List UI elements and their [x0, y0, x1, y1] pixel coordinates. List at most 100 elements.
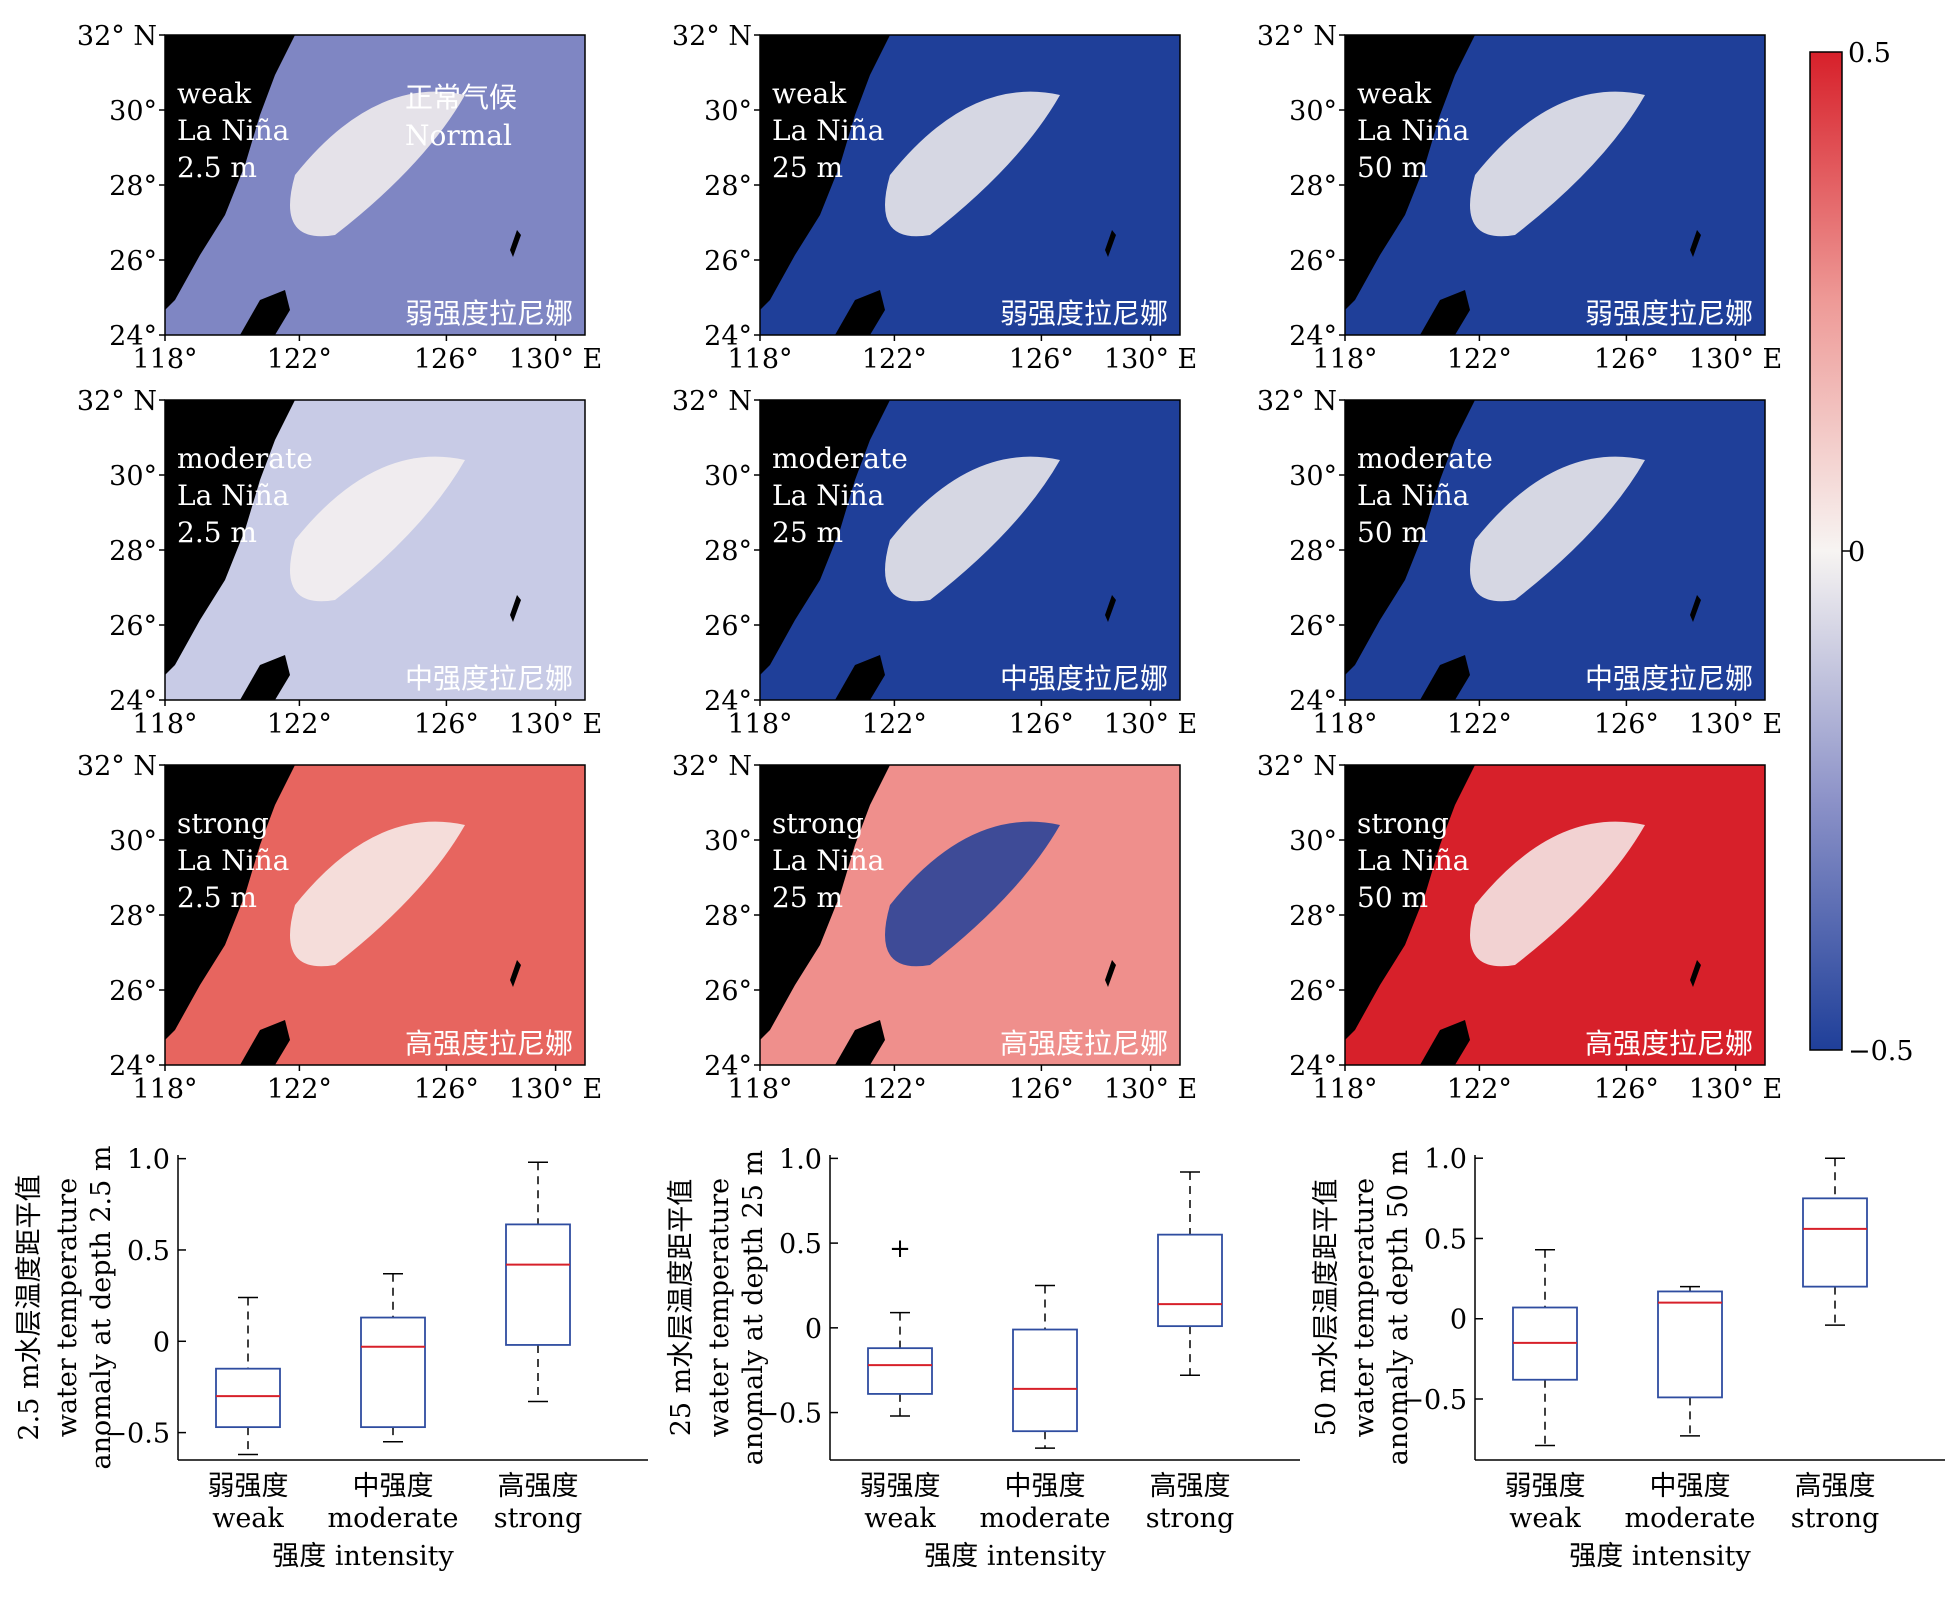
- map-island: [240, 1020, 290, 1065]
- map-y-tick-label: 24°: [704, 321, 752, 352]
- map-lanina-label: La Niña: [772, 114, 884, 147]
- boxplot-y-tick-label: 0: [153, 1327, 170, 1358]
- map-y-tick-label: 28°: [109, 171, 157, 202]
- map-depth-label: 2.5 m: [177, 881, 257, 914]
- map-y-tick-label: 28°: [704, 171, 752, 202]
- map-y-tick-label: 32° N: [1257, 386, 1337, 417]
- colorbar-max-label: 0.5: [1848, 38, 1891, 69]
- map-chinese-label: 中强度拉尼娜: [1585, 662, 1753, 695]
- map-island: [835, 655, 885, 700]
- boxplot-y-axis-label: anomaly at depth 25 m: [738, 1150, 769, 1465]
- map-anomaly-region: [1470, 91, 1645, 237]
- boxplot-category-en: moderate: [328, 1503, 459, 1534]
- map-y-tick-label: 30°: [109, 461, 157, 492]
- map-land: [760, 35, 890, 310]
- map-lanina-label: La Niña: [177, 479, 289, 512]
- boxplot-category-cn: 高强度: [498, 1471, 579, 1502]
- map-x-tick-label: 126°: [414, 344, 479, 375]
- map-x-tick-label: 118°: [727, 344, 792, 375]
- map-islet: [1690, 960, 1701, 987]
- map-island: [1420, 655, 1470, 700]
- boxplot-y-tick-label: 1.0: [779, 1144, 822, 1175]
- map-y-tick-label: 26°: [109, 611, 157, 642]
- boxplot-y-tick-label: 0.5: [127, 1236, 170, 1267]
- map-x-tick-label: 118°: [727, 709, 792, 740]
- boxplot-iqr-box: [360, 1316, 426, 1429]
- map-x-tick-label: 122°: [1447, 709, 1512, 740]
- map-panel: 32° N 30° 28° 26° 24°118° 122° 126° 130° E stron…: [672, 751, 1197, 1105]
- boxplot-y-tick-label: −0.5: [756, 1399, 822, 1430]
- map-intensity-label: weak: [772, 77, 847, 110]
- map-x-tick-label: 130° E: [509, 344, 602, 375]
- map-y-tick-label: 30°: [109, 96, 157, 127]
- map-y-tick-label: 28°: [1289, 171, 1337, 202]
- map-y-tick-label: 32° N: [77, 386, 157, 417]
- map-y-tick-label: 24°: [704, 686, 752, 717]
- map-x-tick-label: 122°: [862, 344, 927, 375]
- map-y-tick-label: 28°: [1289, 536, 1337, 567]
- map-panels: 32° N30°28°26°24°118° 122° 126° 130° EweakL…: [77, 21, 1782, 1105]
- map-lanina-label: La Niña: [1357, 114, 1469, 147]
- map-y-tick-label: 30°: [1289, 461, 1337, 492]
- boxplot-iqr-box: [1012, 1328, 1078, 1433]
- map-panel: 32° N 30° 28° 26° 24°118° 122° 126° 130° E weak L…: [77, 21, 602, 375]
- map-land: [165, 400, 295, 675]
- map-x-tick-label: 130° E: [509, 1074, 602, 1105]
- boxplot-y-tick-label: 0: [1450, 1305, 1467, 1336]
- map-land: [1345, 400, 1475, 675]
- map-anomaly-region: [1470, 821, 1645, 967]
- map-anomaly-region: [290, 821, 465, 967]
- boxplot-category-en: strong: [494, 1503, 583, 1534]
- map-land: [165, 765, 295, 1040]
- map-y-tick-label: 24°: [1289, 321, 1337, 352]
- map-island: [240, 655, 290, 700]
- map-islet: [1690, 230, 1701, 257]
- map-y-tick-label: 32° N: [77, 751, 157, 782]
- map-islet: [1690, 595, 1701, 622]
- boxplot-y-axis-label: 50 m水层温度距平值: [1311, 1179, 1342, 1437]
- map-y-tick-label: 26°: [109, 246, 157, 277]
- boxplot-box: [867, 1311, 933, 1417]
- map-x-tick-label: 122°: [1447, 344, 1512, 375]
- map-chinese-label: 中强度拉尼娜: [1000, 662, 1168, 695]
- boxplot-y-tick-label: 1.0: [1424, 1144, 1467, 1175]
- map-x-tick-label: 118°: [1312, 344, 1377, 375]
- map-x-tick-label: 130° E: [1689, 1074, 1782, 1105]
- map-y-tick-label: 28°: [704, 536, 752, 567]
- boxplot-y-axis-label: water temperature: [1349, 1178, 1380, 1437]
- map-island: [835, 290, 885, 335]
- map-intensity-label: moderate: [1357, 442, 1493, 475]
- map-x-tick-label: 122°: [267, 1074, 332, 1105]
- map-chinese-label: 中强度拉尼娜: [405, 662, 573, 695]
- map-y-tick-label: 28°: [109, 536, 157, 567]
- map-y-tick-label: 28°: [1289, 901, 1337, 932]
- map-x-tick-label: 126°: [1009, 709, 1074, 740]
- map-islet: [510, 960, 521, 987]
- map-intensity-label: strong: [772, 807, 864, 840]
- map-intensity-label: weak: [1357, 77, 1432, 110]
- boxplot-category-cn: 中强度: [353, 1471, 434, 1502]
- boxplot-iqr-box: [505, 1223, 571, 1346]
- map-chinese-label: 弱强度拉尼娜: [1585, 297, 1753, 330]
- map-land: [760, 400, 890, 675]
- boxplot-y-axis-label: 2.5 m水层温度距平值: [14, 1174, 45, 1440]
- map-y-tick-label: 30°: [109, 826, 157, 857]
- map-land: [1345, 35, 1475, 310]
- boxplot-category-cn: 弱强度: [1505, 1471, 1586, 1502]
- boxplot-panels: −0.500.51.0弱强度weak中强度moderate高强度strong强度…: [14, 1144, 1945, 1572]
- map-y-tick-label: 28°: [109, 901, 157, 932]
- map-chinese-label: 高强度拉尼娜: [1585, 1027, 1753, 1060]
- map-y-tick-label: 32° N: [672, 21, 752, 52]
- boxplot-box: [1802, 1157, 1868, 1326]
- map-islet: [1105, 595, 1116, 622]
- map-x-tick-label: 126°: [1594, 1074, 1659, 1105]
- colorbar-gradient: [1809, 51, 1843, 1051]
- map-panel: 32° N 30° 28° 26° 24°118° 122° 126° 130° E moder…: [77, 386, 602, 740]
- colorbar-min-label: −0.5: [1848, 1036, 1914, 1067]
- map-land: [1345, 765, 1475, 1040]
- map-intensity-label: weak: [177, 77, 252, 110]
- map-y-tick-label: 26°: [704, 246, 752, 277]
- boxplot-category-cn: 弱强度: [860, 1471, 941, 1502]
